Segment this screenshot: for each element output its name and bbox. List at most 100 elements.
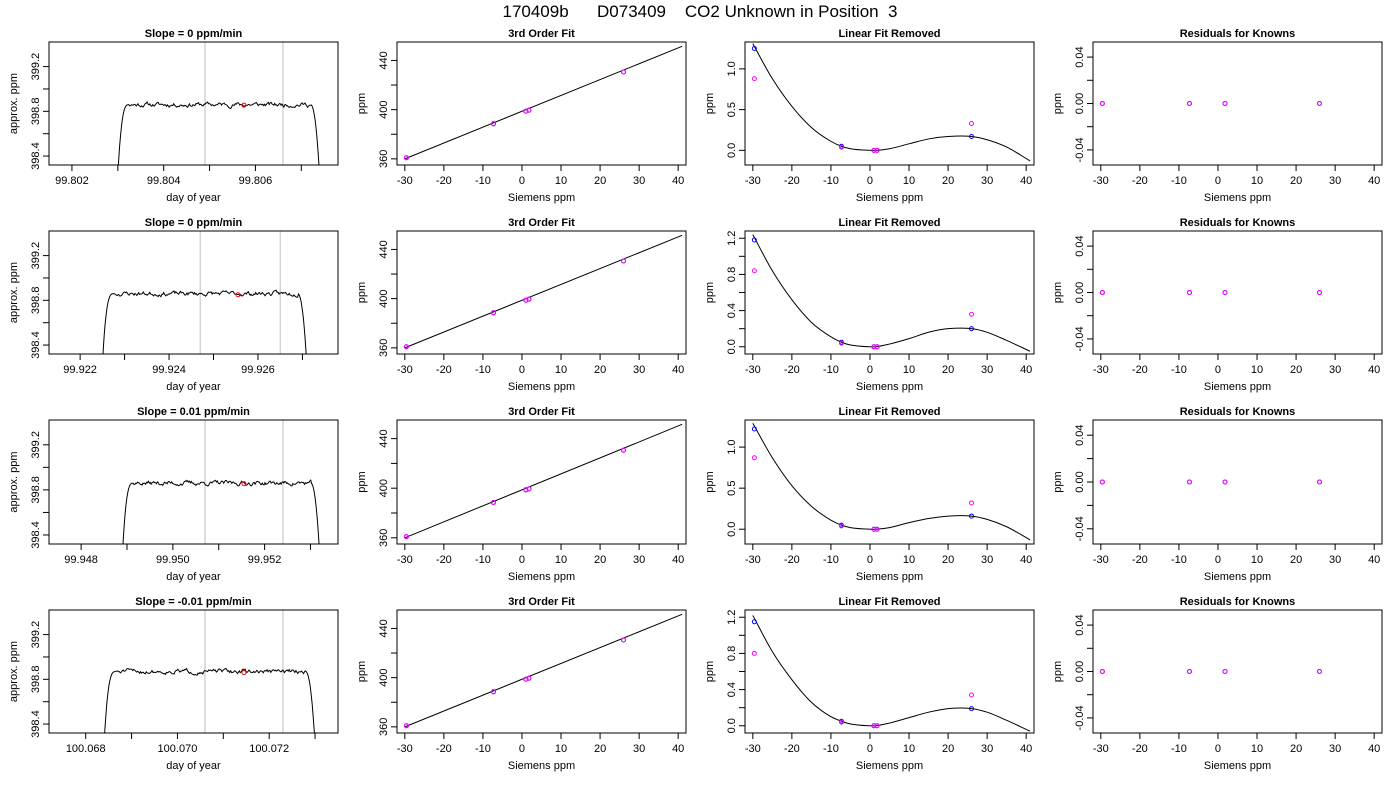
- x-tick-label: 100.072: [249, 743, 289, 755]
- data-point-magenta: [490, 689, 496, 695]
- y-tick-label: 360: [378, 529, 390, 547]
- data-point-magenta: [871, 526, 877, 532]
- ppm-trace: [104, 667, 315, 733]
- fit-line: [404, 613, 683, 728]
- x-tick-label: 0: [867, 743, 873, 755]
- panel-2-2: 3rd Order Fit -30 -20 -10 0 10 20 30 40 360 400 440…: [356, 217, 687, 393]
- x-tick-label: 30: [981, 175, 993, 187]
- y-tick-label: 1.2: [726, 610, 738, 625]
- data-point-magenta: [1222, 290, 1228, 295]
- y-axis-label: ppm: [1052, 282, 1064, 303]
- panel-2-3: Linear Fit Removed -30 -20 -10 0 10 20 30 40 0.0 0…: [704, 217, 1035, 393]
- x-axis-label: day of year: [166, 381, 221, 393]
- plot-frame: [48, 41, 339, 166]
- panel-title: Slope = 0 ppm/min: [145, 217, 243, 229]
- y-tick-label: 440: [378, 240, 390, 258]
- x-axis-label: day of year: [166, 192, 221, 204]
- data-point-blue: [969, 133, 975, 139]
- plot-area: [122, 479, 320, 544]
- x-tick-label: 40: [1368, 554, 1380, 566]
- panel-title: Slope = -0.01 ppm/min: [135, 596, 252, 608]
- panel-3-4: Residuals for Knowns -30 -20 -10 0 10 20 30 40 -0…: [1052, 406, 1383, 583]
- x-tick-label: 40: [672, 175, 684, 187]
- x-tick-label: 0: [519, 554, 525, 566]
- y-tick-label: 399.2: [30, 53, 42, 81]
- y-axis-label: ppm: [1052, 661, 1064, 682]
- panel-title: Residuals for Knowns: [1180, 406, 1296, 418]
- y-axis-label: ppm: [704, 661, 716, 682]
- y-tick-label: 0.5: [726, 102, 738, 117]
- plot-frame: [1092, 419, 1383, 545]
- x-tick-label: 30: [981, 554, 993, 566]
- x-tick-label: 20: [1290, 743, 1302, 755]
- data-point-magenta: [403, 155, 409, 161]
- y-tick-label: 0.8: [726, 267, 738, 282]
- data-point-magenta: [838, 144, 844, 150]
- x-tick-label: 20: [942, 175, 954, 187]
- y-tick-label: 360: [378, 718, 390, 736]
- x-tick-label: 99.924: [152, 364, 186, 376]
- x-tick-label: 40: [1368, 175, 1380, 187]
- x-axis-label: Siemens ppm: [1204, 381, 1271, 393]
- x-axis-label: Siemens ppm: [1204, 760, 1271, 772]
- x-tick-label: -10: [823, 175, 839, 187]
- y-axis-label: ppm: [1052, 471, 1064, 492]
- data-point-magenta: [523, 297, 529, 303]
- y-tick-label: 398.8: [30, 476, 42, 504]
- data-point-magenta: [874, 526, 880, 532]
- data-point-magenta: [526, 675, 532, 681]
- data-point-magenta: [1099, 290, 1105, 295]
- data-point-magenta: [621, 258, 627, 264]
- y-tick-label: 0.00: [1074, 471, 1086, 492]
- x-tick-label: -30: [397, 175, 413, 187]
- panel-title: Slope = 0.01 ppm/min: [137, 406, 250, 418]
- x-tick-label: -20: [784, 554, 800, 566]
- x-axis-label: Siemens ppm: [1204, 192, 1271, 204]
- x-tick-label: -20: [436, 175, 452, 187]
- data-point-magenta: [403, 723, 409, 729]
- y-tick-label: 0.0: [726, 718, 738, 733]
- x-tick-label: -20: [436, 743, 452, 755]
- y-tick-label: 0.04: [1074, 614, 1086, 635]
- y-tick-label: 398.8: [30, 98, 42, 126]
- x-tick-label: -20: [1132, 364, 1148, 376]
- x-tick-label: -10: [1171, 175, 1187, 187]
- y-tick-label: -0.04: [1074, 326, 1086, 351]
- x-tick-label: 0: [1215, 554, 1221, 566]
- x-tick-label: 20: [594, 364, 606, 376]
- x-tick-label: 10: [903, 743, 915, 755]
- x-tick-label: -30: [1093, 175, 1109, 187]
- y-tick-label: 1.0: [726, 61, 738, 76]
- x-tick-label: 30: [1329, 554, 1341, 566]
- y-axis-label: ppm: [704, 93, 716, 114]
- x-tick-label: 40: [1020, 554, 1032, 566]
- x-tick-label: 20: [1290, 554, 1302, 566]
- fit-line: [404, 45, 683, 160]
- data-point-magenta: [1317, 101, 1323, 106]
- y-tick-label: 440: [378, 619, 390, 637]
- panel-4-4: Residuals for Knowns -30 -20 -10 0 10 20 30 40 -0…: [1052, 596, 1383, 772]
- data-point-blue: [751, 46, 757, 52]
- plot-frame: [744, 230, 1035, 355]
- data-point-magenta: [621, 637, 627, 643]
- x-tick-label: 40: [672, 554, 684, 566]
- data-point-blue: [751, 619, 757, 625]
- plot-area: [751, 234, 1031, 352]
- x-axis-label: Siemens ppm: [508, 192, 575, 204]
- y-tick-label: 0.8: [726, 646, 738, 661]
- plot-area: [1099, 290, 1323, 295]
- plot-area: [403, 45, 683, 161]
- ppm-trace: [122, 479, 320, 544]
- plot-area: [403, 423, 683, 540]
- x-tick-label: 20: [1290, 364, 1302, 376]
- data-point-magenta: [751, 455, 757, 461]
- plot-frame: [396, 230, 687, 355]
- panel-title: Linear Fit Removed: [838, 596, 940, 608]
- x-axis-label: Siemens ppm: [856, 760, 923, 772]
- y-tick-label: 440: [378, 429, 390, 447]
- x-tick-label: 20: [942, 554, 954, 566]
- x-tick-label: 40: [1020, 364, 1032, 376]
- y-tick-label: 1.2: [726, 231, 738, 246]
- data-point-magenta: [874, 723, 880, 729]
- mean-marker: [241, 481, 247, 487]
